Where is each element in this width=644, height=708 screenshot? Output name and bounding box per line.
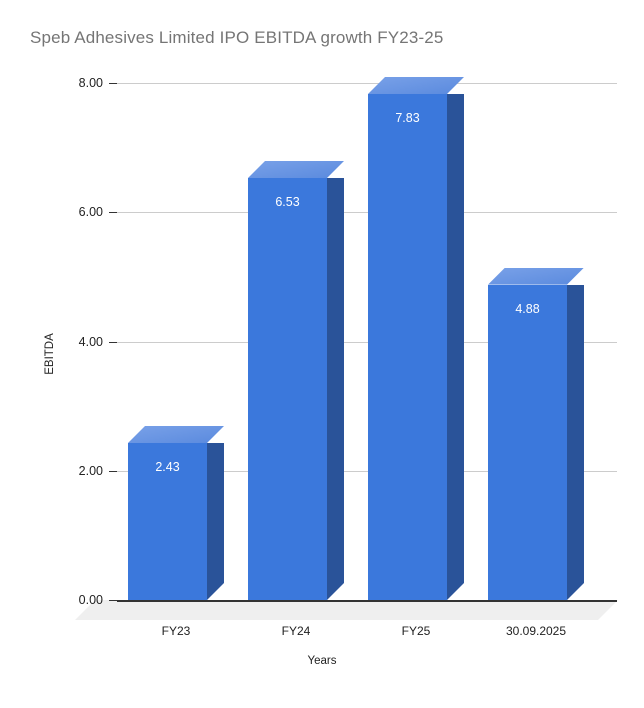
bar[interactable]: 7.83 xyxy=(368,94,447,600)
chart-floor-plane xyxy=(75,600,618,620)
x-axis-tick-label: FY23 xyxy=(161,624,191,638)
y-axis-tick xyxy=(109,83,117,84)
y-axis-tick-label: 0.00 xyxy=(78,593,103,607)
bar-top-face xyxy=(248,161,344,178)
bar-front-face xyxy=(368,93,447,600)
gridline xyxy=(117,470,617,472)
x-axis-tick-label: FY24 xyxy=(281,624,311,638)
gridline xyxy=(117,341,617,343)
bar[interactable]: 4.88 xyxy=(488,285,567,600)
x-axis-title: Years xyxy=(307,655,337,667)
bar-front-face xyxy=(488,284,567,600)
y-axis-tick-label: 8.00 xyxy=(78,76,103,90)
y-axis-tick-label: 2.00 xyxy=(78,463,103,478)
bar-front-face xyxy=(128,442,207,600)
bar[interactable]: 2.43 xyxy=(128,443,207,600)
bar-top-face xyxy=(128,426,224,443)
bar-side-face xyxy=(447,94,464,600)
x-axis-tick-label: 30.09.2025 xyxy=(505,624,567,638)
bar-side-face xyxy=(567,285,584,600)
y-axis-tick xyxy=(109,470,117,472)
gridline xyxy=(117,212,617,214)
y-axis-tick xyxy=(109,341,117,343)
bar-side-face xyxy=(327,178,344,600)
y-axis-tick-label: 4.00 xyxy=(78,334,103,349)
gridline xyxy=(117,83,617,84)
bar-top-face xyxy=(488,268,584,285)
bar-side-face xyxy=(207,443,224,600)
y-axis-tick xyxy=(109,600,117,601)
x-axis-tick-label: FY25 xyxy=(401,624,431,638)
chart-title: Speb Adhesives Limited IPO EBITDA growth… xyxy=(30,28,444,47)
bar-front-face xyxy=(248,177,327,600)
plot-area: 0.00 2.00 4.00 6.00 8.00 xyxy=(79,76,617,607)
y-axis-tick-label: 6.00 xyxy=(78,205,103,220)
bar[interactable]: 6.53 xyxy=(248,178,327,600)
bar-top-face xyxy=(368,77,464,94)
y-axis-tick xyxy=(109,212,117,214)
x-axis-line xyxy=(117,600,617,602)
